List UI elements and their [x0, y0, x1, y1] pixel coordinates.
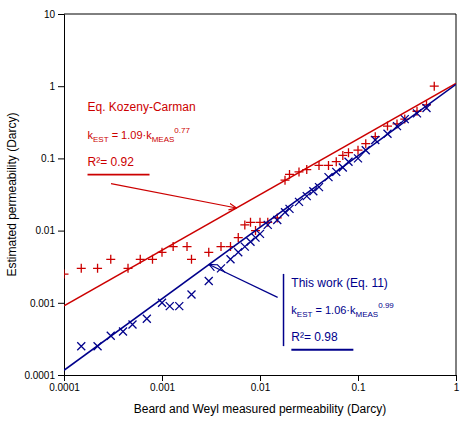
tick-mark [358, 375, 359, 381]
tick-mark [58, 86, 64, 87]
tick-mark [58, 158, 64, 159]
tick-label: 0.1 [41, 153, 55, 164]
annotation: Eq. Kozeny-Carman [88, 100, 196, 114]
point [175, 302, 183, 310]
tick-mark [58, 14, 64, 15]
tick-mark [456, 375, 457, 381]
point [188, 291, 196, 299]
tick-label: 0.1 [352, 382, 366, 393]
point [166, 302, 174, 310]
point-series [64, 82, 439, 279]
point [106, 255, 115, 264]
tick-mark [260, 375, 261, 381]
tick-label: 1 [454, 382, 460, 393]
point [77, 264, 86, 273]
tick-label: 0.0001 [49, 382, 80, 393]
y-axis: 0.0001 0.001 0.01 0.1 1 10 [24, 9, 64, 381]
point [246, 218, 255, 227]
equation-part: = 1.09·k [109, 129, 153, 141]
point [64, 270, 69, 279]
tick: 0.01 [251, 375, 271, 393]
point [204, 248, 213, 257]
point [205, 277, 213, 285]
plot-area: 0.0001 0.001 0.01 0.1 1 0.0001 0.001 0.01 0.1 1 10… [24, 9, 459, 393]
tick-label: 1 [49, 81, 55, 92]
point [256, 230, 264, 238]
tick: 1 [454, 375, 460, 393]
axis-line [58, 15, 65, 376]
annotation: R²= 0.92 [88, 155, 135, 169]
chart: 0.0001 0.001 0.01 0.1 1 0.0001 0.001 0.01 0.1 1 10… [0, 0, 474, 423]
annotation-arrow [111, 184, 236, 208]
tick: 0.1 [352, 375, 366, 393]
axis-line [65, 376, 457, 382]
point [183, 242, 192, 251]
tick: 1 [49, 81, 64, 92]
trend-line [64, 83, 456, 305]
tick: 0.001 [150, 375, 175, 393]
x-axis: 0.0001 0.001 0.01 0.1 1 [49, 375, 460, 393]
point [226, 255, 234, 263]
annotation: R²= 0.98 [291, 330, 338, 344]
tick-label: 0.001 [30, 298, 55, 309]
underline [88, 174, 150, 176]
trend-line [64, 84, 456, 370]
equation-superscript: 0.77 [174, 126, 190, 135]
annotations: Eq. Kozeny-Carman kEST = 1.09·kMEAS0.77 R²… [88, 100, 395, 343]
tick: 0.1 [41, 153, 64, 164]
tick-label: 0.01 [36, 225, 56, 236]
tick-label: 10 [44, 9, 56, 20]
annotation: This work (Eq. 11) [291, 276, 387, 290]
tick-mark [58, 303, 64, 304]
equation-subscript: MEAS [152, 135, 175, 144]
point [324, 161, 333, 170]
frame-top [64, 14, 456, 15]
tick-mark [58, 231, 64, 232]
tick-label: 0.0001 [24, 370, 55, 381]
point [217, 242, 226, 251]
frame-right [456, 14, 457, 375]
tick: 0.001 [30, 298, 64, 309]
tick-mark [58, 375, 64, 376]
equation-subscript: MEAS [356, 310, 379, 319]
equation-part: = 1.06·k [312, 304, 356, 316]
underline [291, 349, 353, 351]
equation-superscript: 0.99 [378, 301, 394, 310]
marks [64, 82, 456, 371]
bracket [283, 274, 285, 346]
tick-label: 0.001 [150, 382, 175, 393]
annotation-decorations [88, 175, 354, 350]
annotation: kEST = 1.06·kMEAS0.99 [291, 301, 394, 319]
tick-mark [162, 375, 163, 381]
annotation: kEST = 1.09·kMEAS0.77 [88, 126, 191, 144]
tick: 0.0001 [24, 370, 64, 381]
equation-subscript: EST [93, 135, 109, 144]
point [93, 264, 102, 273]
point [430, 82, 439, 91]
x-axis-title: Beard and Weyl measured permeability (Da… [134, 402, 387, 416]
point [187, 255, 196, 264]
tick-label: 0.01 [251, 382, 271, 393]
y-axis-title: Estimated permeability (Darcy) [5, 112, 19, 276]
tick: 0.01 [36, 225, 64, 236]
point [344, 148, 353, 157]
tick: 10 [44, 9, 64, 20]
equation-subscript: EST [297, 310, 313, 319]
point [143, 315, 151, 323]
point [77, 342, 85, 350]
annotation-arrow [209, 264, 278, 297]
